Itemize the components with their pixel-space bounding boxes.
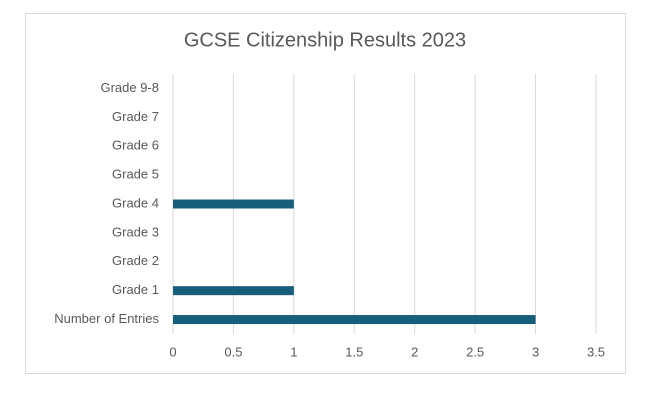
y-tick-label: Grade 3 [112,224,159,239]
y-tick-label: Grade 9-8 [100,80,159,95]
y-tick-label: Grade 4 [112,195,159,210]
y-tick-label: Grade 5 [112,167,159,182]
bar [173,199,294,209]
bar [173,286,294,296]
x-tick-label: 3 [532,344,539,359]
x-tick-label: 0.5 [224,344,242,359]
y-tick-label: Grade 1 [112,282,159,297]
bar [173,315,536,325]
x-tick-label: 2 [411,344,418,359]
y-tick-label: Grade 6 [112,138,159,153]
y-tick-label: Number of Entries [54,311,159,326]
y-tick-label: Grade 7 [112,109,159,124]
chart-title: GCSE Citizenship Results 2023 [184,29,466,51]
x-tick-label: 2.5 [466,344,484,359]
x-tick-label: 3.5 [587,344,605,359]
x-tick-label: 1 [290,344,297,359]
x-tick-label: 1.5 [345,344,363,359]
x-tick-label: 0 [169,344,176,359]
chart-border [25,13,626,374]
y-tick-label: Grade 2 [112,253,159,268]
